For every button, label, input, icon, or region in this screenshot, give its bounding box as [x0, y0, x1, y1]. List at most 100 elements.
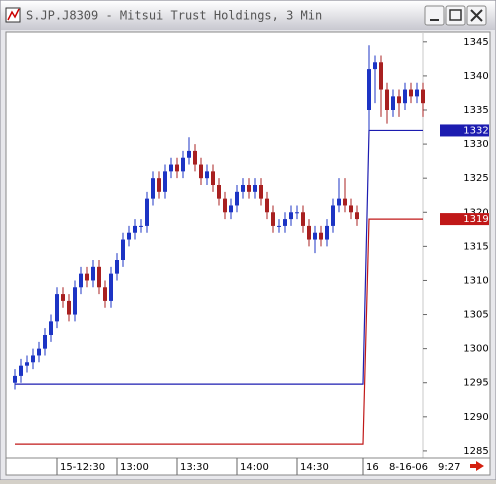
candle-body: [31, 355, 35, 363]
candle-body: [19, 365, 23, 376]
indicator-line: [15, 218, 423, 445]
candle-body: [121, 239, 125, 260]
candle-body: [397, 96, 401, 104]
candle-body: [307, 225, 311, 240]
x-tick-label: 13:00: [120, 462, 149, 473]
candle-body: [49, 321, 53, 335]
window-title: S.JP.J8309 - Mitsui Trust Holdings, 3 Mi…: [26, 9, 322, 23]
candle-body: [193, 150, 197, 165]
candle-body: [391, 96, 395, 110]
maximize-button[interactable]: [445, 5, 466, 26]
candle-body: [313, 232, 317, 240]
last-value-label: 1319: [463, 214, 488, 225]
y-tick-label: 1335: [463, 105, 488, 116]
candle-body: [151, 178, 155, 199]
candle-body: [55, 294, 59, 322]
y-tick-label: 1305: [463, 310, 488, 321]
candle-body: [109, 273, 113, 301]
candle-body: [271, 212, 275, 226]
candle-body: [229, 205, 233, 213]
candle-body: [325, 225, 329, 240]
candle-body: [157, 178, 161, 192]
candle-body: [421, 89, 425, 104]
candle-body: [67, 300, 71, 315]
title-bar: [1, 1, 495, 30]
candle-body: [409, 89, 413, 97]
candle-body: [373, 62, 377, 70]
candle-body: [91, 266, 95, 281]
candle-body: [85, 273, 89, 281]
candle-body: [295, 212, 299, 214]
x-tick-label: 14:30: [300, 462, 329, 473]
candle-body: [37, 348, 41, 356]
candle-body: [73, 287, 77, 315]
candle-body: [367, 69, 371, 110]
y-tick-label: 1320: [463, 207, 488, 218]
candle-body: [241, 185, 245, 192]
last-value-label: 1332: [463, 125, 488, 136]
candle-body: [13, 375, 17, 383]
candle-body: [259, 185, 263, 199]
y-tick-label: 1345: [463, 37, 488, 48]
minimize-button[interactable]: [424, 5, 445, 26]
y-tick-label: 1295: [463, 378, 488, 389]
candle-body: [61, 294, 65, 301]
candle-body: [139, 225, 143, 227]
candle-body: [163, 171, 167, 192]
candle-body: [283, 219, 287, 226]
y-tick-label: 1290: [463, 412, 488, 423]
y-tick-label: 1340: [463, 71, 488, 82]
candle-body: [79, 273, 83, 288]
x-tick-label: 14:00: [240, 462, 269, 473]
plot-area: [5, 31, 491, 459]
candle-body: [265, 198, 269, 213]
candle-body: [379, 62, 383, 90]
candle-body: [25, 362, 29, 366]
candle-body: [319, 232, 323, 240]
candle-body: [331, 205, 335, 226]
x-tick-label: 15-12:30: [60, 462, 105, 473]
candle-body: [181, 157, 185, 172]
candle-body: [277, 225, 281, 227]
cursor-date: 8-16-06: [389, 462, 428, 473]
candle-body: [175, 164, 179, 172]
candle-body: [127, 232, 131, 240]
candle-body: [385, 89, 389, 110]
y-tick-label: 1315: [463, 241, 488, 252]
candle-body: [145, 198, 149, 226]
candle-body: [187, 150, 191, 158]
candle-body: [217, 185, 221, 199]
candle-body: [205, 171, 209, 179]
candle-body: [115, 260, 119, 274]
cursor-time: 9:27: [438, 462, 460, 473]
indicator-line: [15, 129, 423, 385]
candle-body: [349, 205, 353, 213]
candle-body: [169, 164, 173, 172]
candle-body: [199, 164, 203, 179]
candle-body: [43, 335, 47, 349]
candle-body: [301, 212, 305, 226]
candle-body: [223, 198, 227, 213]
candle-body: [403, 89, 407, 104]
scroll-arrow[interactable]: [470, 461, 484, 471]
y-tick-label: 1330: [463, 139, 488, 150]
candle-body: [247, 185, 251, 192]
candle-body: [337, 198, 341, 206]
candle-body: [355, 212, 359, 220]
candle-body: [343, 198, 347, 206]
close-button[interactable]: [466, 5, 487, 26]
y-tick-label: 1300: [463, 344, 488, 355]
y-tick-label: 1285: [463, 446, 488, 457]
candle-body: [97, 266, 101, 288]
candle-body: [235, 191, 239, 206]
x-tick-label: 16: [366, 462, 379, 473]
last-value-box: [440, 213, 489, 226]
y-tick-label: 1325: [463, 173, 488, 184]
time-axis: [5, 457, 491, 476]
last-value-box: [440, 124, 489, 137]
candle-body: [289, 212, 293, 220]
candle-body: [415, 89, 419, 97]
app-icon: [5, 7, 21, 23]
x-tick-label: 13:30: [180, 462, 209, 473]
